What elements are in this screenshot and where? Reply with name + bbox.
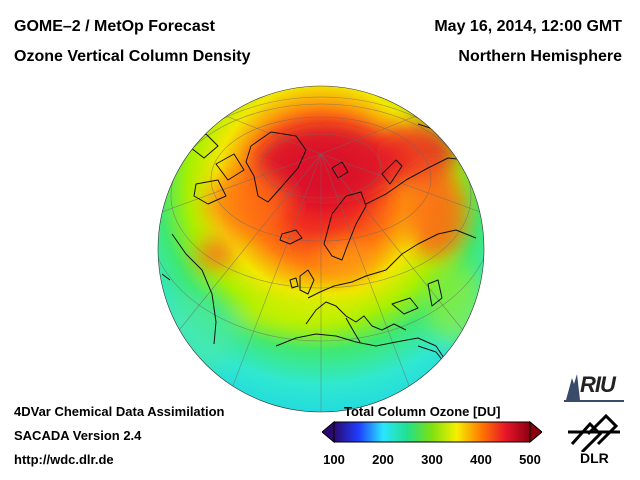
riu-wordmark: RIU: [580, 372, 616, 397]
product-title: Ozone Vertical Column Density: [14, 48, 251, 65]
colorbar-tick-label: 300: [421, 452, 443, 467]
dlr-logo: [568, 413, 620, 452]
dlr-wordmark: DLR: [580, 450, 609, 466]
colorbar: [322, 420, 542, 444]
colorbar-tick-label: 400: [470, 452, 492, 467]
ozone-globe-map: [157, 85, 485, 413]
colorbar-tick-label: 100: [323, 452, 345, 467]
colorbar-max-arrow: [529, 420, 542, 444]
globe-outline: [157, 85, 485, 413]
map-title: GOME–2 / MetOp Forecast: [14, 18, 215, 35]
colorbar-tick-label: 500: [519, 452, 541, 467]
region-label: Northern Hemisphere: [458, 48, 622, 65]
colorbar-gradient: [333, 421, 531, 443]
assimilation-label: 4DVar Chemical Data Assimilation: [14, 404, 225, 419]
forecast-date: May 16, 2014, 12:00 GMT: [434, 18, 622, 35]
colorbar-tick-label: 200: [372, 452, 394, 467]
source-url[interactable]: http://wdc.dlr.de: [14, 452, 114, 467]
colorbar-min-arrow: [322, 420, 335, 444]
colorbar-title: Total Column Ozone [DU]: [344, 404, 501, 419]
version-label: SACADA Version 2.4: [14, 428, 142, 443]
riu-logo: [564, 374, 624, 402]
